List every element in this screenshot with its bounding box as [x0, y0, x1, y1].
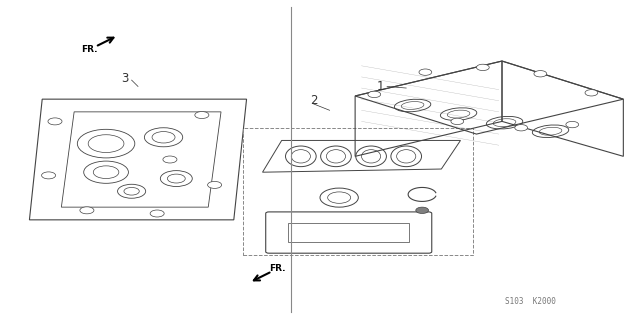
- Circle shape: [566, 122, 579, 128]
- Circle shape: [515, 124, 527, 131]
- Text: 1: 1: [376, 80, 384, 93]
- Circle shape: [150, 210, 164, 217]
- Circle shape: [80, 207, 94, 214]
- Circle shape: [163, 156, 177, 163]
- Text: 3: 3: [122, 72, 129, 85]
- Circle shape: [419, 69, 432, 75]
- Text: FR.: FR.: [81, 45, 98, 54]
- Circle shape: [416, 207, 429, 213]
- Bar: [243, 128, 473, 255]
- Circle shape: [42, 172, 56, 179]
- Circle shape: [195, 112, 209, 119]
- Circle shape: [207, 182, 221, 189]
- Text: S103  K2000: S103 K2000: [506, 297, 556, 306]
- Circle shape: [585, 90, 598, 96]
- Text: 2: 2: [310, 94, 317, 107]
- Text: FR.: FR.: [269, 264, 286, 273]
- Circle shape: [368, 91, 381, 98]
- Circle shape: [476, 64, 489, 70]
- Circle shape: [451, 118, 464, 124]
- Circle shape: [48, 118, 62, 125]
- Bar: [288, 223, 410, 242]
- Circle shape: [534, 70, 547, 77]
